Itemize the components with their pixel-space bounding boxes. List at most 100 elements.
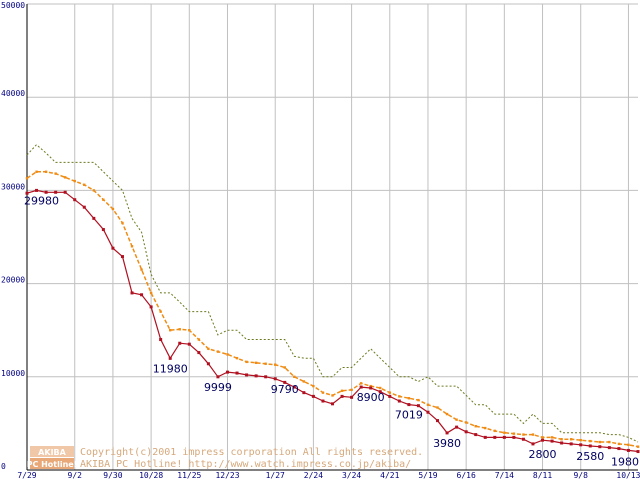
data-point-average xyxy=(560,438,563,441)
data-point-min xyxy=(120,255,124,259)
data-point-min xyxy=(235,371,239,375)
data-point-average xyxy=(159,310,162,313)
series-line-max xyxy=(26,144,639,443)
data-point-average xyxy=(398,395,401,398)
data-point-average xyxy=(484,426,487,430)
data-point-min xyxy=(168,356,172,360)
data-point-min xyxy=(292,385,296,389)
data-point-average xyxy=(283,366,286,369)
data-point-average xyxy=(25,177,29,180)
data-point-average xyxy=(541,436,544,439)
data-point-average xyxy=(321,391,325,394)
data-point-min xyxy=(350,395,354,399)
data-point-min xyxy=(149,305,153,309)
watermark: AKIBA PC Hotline! Copyright(c)2001 impre… xyxy=(27,446,423,470)
data-point-average xyxy=(340,389,344,392)
logo-box-top xyxy=(30,446,74,457)
data-point-min xyxy=(159,338,163,342)
data-point-min xyxy=(187,342,191,346)
data-point-average xyxy=(531,433,535,436)
data-point-min xyxy=(63,190,67,194)
data-point-average xyxy=(254,361,258,365)
data-point-average xyxy=(331,394,334,397)
x-tick-label: 7/29 xyxy=(17,471,36,480)
data-point-min xyxy=(502,435,506,439)
x-tick-label: 10/13 xyxy=(616,471,640,480)
y-tick-labels: 0 10000 20000 30000 40000 50000 xyxy=(1,1,25,471)
grid xyxy=(26,3,638,471)
data-point-average xyxy=(455,418,458,421)
y-tick-label: 0 xyxy=(1,462,6,471)
x-tick-label: 3/24 xyxy=(342,471,361,480)
data-point-average xyxy=(197,338,201,341)
data-point-average xyxy=(130,245,134,248)
data-point-average xyxy=(264,362,267,365)
url-text: AKIBA PC Hotline! http://www.watch.impre… xyxy=(80,459,411,470)
logo-bottom-text: PC Hotline! xyxy=(27,460,78,469)
x-tick-label: 1/27 xyxy=(266,471,285,480)
data-point-average xyxy=(302,380,306,383)
data-point-min xyxy=(331,402,334,406)
data-point-min xyxy=(111,246,115,250)
data-point-min xyxy=(178,341,182,345)
data-point-min xyxy=(378,390,382,394)
x-tick-label: 12/23 xyxy=(215,471,239,480)
data-point-average xyxy=(474,424,477,428)
data-point-min xyxy=(426,410,430,414)
data-point-min xyxy=(321,399,325,403)
data-point-average xyxy=(579,438,582,442)
data-point-average xyxy=(550,436,554,439)
data-point-min xyxy=(92,216,96,220)
data-label: 9790 xyxy=(271,383,299,396)
x-tick-label: 7/14 xyxy=(495,471,514,480)
x-tick-label: 10/28 xyxy=(139,471,163,480)
series-line-min xyxy=(26,189,639,453)
data-point-min xyxy=(340,394,344,398)
data-point-average xyxy=(407,397,411,400)
data-point-min xyxy=(617,447,621,451)
y-tick-label: 30000 xyxy=(1,182,25,191)
data-point-min xyxy=(416,404,420,408)
data-point-average xyxy=(312,384,315,388)
data-point-average xyxy=(83,183,86,187)
data-point-min xyxy=(283,380,287,384)
data-point-average xyxy=(245,360,248,364)
logo-top-text: AKIBA xyxy=(38,448,66,457)
y-tick-label: 10000 xyxy=(1,369,25,378)
series-line-average xyxy=(26,171,639,448)
data-point-average xyxy=(350,388,353,392)
data-point-min xyxy=(493,435,497,439)
series-layer xyxy=(25,144,640,454)
x-tick-label: 6/16 xyxy=(457,471,476,480)
data-point-average xyxy=(598,440,602,444)
data-point-average xyxy=(207,347,210,351)
data-point-average xyxy=(608,440,611,444)
data-point-average xyxy=(512,432,516,435)
data-point-min xyxy=(44,190,48,194)
data-point-min xyxy=(206,362,210,366)
data-point-average xyxy=(503,431,506,434)
data-point-min xyxy=(560,441,564,445)
data-point-min xyxy=(101,228,105,232)
data-point-min xyxy=(445,431,449,435)
data-point-average xyxy=(35,170,38,173)
data-point-min xyxy=(25,191,29,195)
data-point-average xyxy=(293,375,296,378)
data-point-min xyxy=(273,377,277,381)
x-tick-label: 8/11 xyxy=(533,471,552,480)
data-point-min xyxy=(35,188,39,192)
data-label: 7019 xyxy=(395,409,423,422)
data-point-min xyxy=(569,442,573,446)
data-point-average xyxy=(73,179,76,183)
data-point-average xyxy=(369,384,372,388)
data-point-average xyxy=(464,421,468,424)
data-label: 11980 xyxy=(153,362,188,375)
data-point-min xyxy=(579,443,583,447)
data-point-min xyxy=(607,446,611,450)
data-point-min xyxy=(73,198,77,202)
data-point-min xyxy=(397,399,401,403)
data-point-min xyxy=(54,190,58,194)
data-point-min xyxy=(550,439,554,443)
data-point-min xyxy=(474,433,478,437)
